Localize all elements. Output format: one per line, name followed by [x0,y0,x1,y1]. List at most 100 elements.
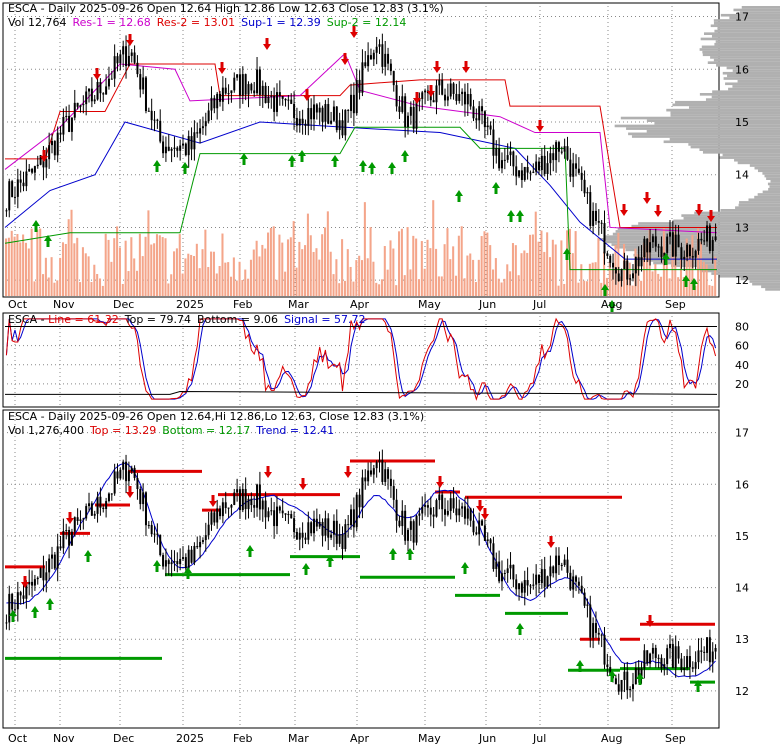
candle-body [162,555,165,567]
volume-bar [486,232,489,296]
volume-bar [392,248,395,296]
candle-body [472,106,475,119]
x-tick-label: Aug [601,298,622,311]
candle-body [167,146,170,151]
volume-bar [603,251,606,296]
candle-body [669,232,672,237]
signal-arrows [32,26,715,312]
sell-arrow [654,205,662,217]
candle-body [350,509,353,526]
buy-arrow [46,598,54,610]
y-tick-label: 13 [735,221,749,234]
volume-profile-bar [770,180,780,183]
stochastic-lines [5,317,718,401]
candle-body [344,524,347,550]
volume-bar [400,228,403,296]
candle-body [523,167,526,180]
candle-body [196,545,199,548]
volume-bar [261,244,264,296]
candle-body [671,232,674,257]
candle-body [335,106,338,131]
volume-bar [136,270,139,296]
candle-body [429,507,432,515]
volume-bar [358,255,361,296]
volume-profile-bar [666,108,780,112]
candle-body [520,170,523,180]
candle-body [469,93,472,107]
volume-bar [406,227,409,296]
volume-bar [79,282,82,296]
volume-bar [147,210,150,296]
volume-bar [195,243,198,296]
candle-body [50,141,53,146]
price-candles [5,33,717,287]
volume-profile-bar [705,98,780,101]
candle-body [210,97,213,111]
candle-body [125,46,128,67]
candle-body [475,118,478,121]
volume-bar [304,245,307,296]
volume-profile-bar [729,16,780,20]
bottom-band [5,391,718,395]
candle-body [110,493,113,495]
candle-body [28,168,31,172]
candle-body [130,52,133,56]
volume-bar [708,285,711,296]
volume-profile-bar [732,69,780,72]
x-tick-label: Sep [665,298,686,311]
volume-profile-bar [614,124,780,128]
candle-body [256,69,259,94]
buy-arrow [608,300,616,312]
volume-bar [526,252,529,296]
candle-body [361,62,364,93]
volume-bar [546,232,549,296]
candle-body [201,540,204,542]
volume-bar [617,232,620,296]
trend-volume-label: Vol 1,276,400 [8,424,84,437]
candle-body [540,569,543,584]
candle-body [401,96,404,112]
volume-bar [355,260,358,296]
volume-bar [289,237,292,296]
volume-profile-bar [699,48,780,51]
candle-body [398,520,401,527]
candle-body [572,576,575,590]
candle-body [347,109,350,111]
y-tick-label: 15 [735,116,749,129]
candle-body [119,54,122,64]
stochastic-line-label: Line = 61.32 [48,313,119,326]
candle-body [529,585,532,587]
volume-bar [452,246,455,296]
candle-body [455,93,458,101]
volume-bar [341,239,344,296]
candle-body [93,513,96,516]
candle-body [623,260,626,270]
volume-bar [369,227,372,296]
candle-body [284,98,287,101]
volume-bar [50,257,53,296]
volume-bar [227,262,230,296]
volume-bar [255,240,258,296]
volume-profile-bar [713,58,780,62]
candle-body [503,573,506,575]
candle-body [196,132,199,134]
candle-body [301,118,304,124]
candle-body [70,117,73,132]
trend-x-ticks: Oct Nov Dec 2025 Feb Mar Apr May Jun Jul Aug Sep [8,732,686,745]
candle-body [686,244,689,257]
candle-body [16,179,19,197]
volume-bar [449,259,452,296]
volume-bar [107,239,110,296]
volume-bar [278,234,281,296]
buy-arrow [240,153,248,165]
sell-arrow [620,204,628,216]
candle-body [706,225,709,242]
volume-bar [252,249,255,296]
x-tick-label: Mar [288,298,309,311]
candle-body [216,508,219,523]
x-tick-label: May [418,732,441,745]
candle-body [176,147,179,151]
y-tick-label: 16 [735,63,749,76]
buy-arrow [576,660,584,672]
volume-bar [124,240,127,296]
